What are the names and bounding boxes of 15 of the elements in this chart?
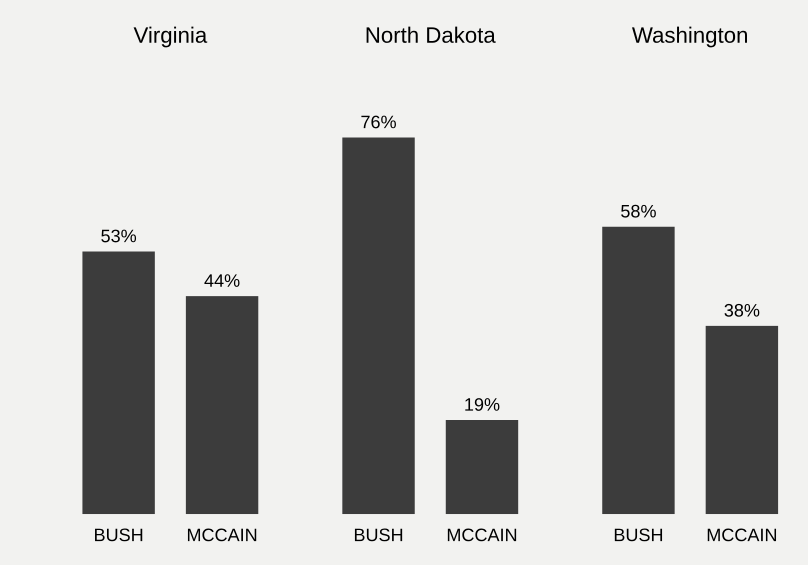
data-label: 76% xyxy=(361,116,396,128)
chart-title: Washington xyxy=(632,26,747,48)
x-tick-label: MCCAIN xyxy=(448,528,516,542)
data-label: 44% xyxy=(204,274,240,287)
data-label: 58% xyxy=(621,204,656,218)
data-label: 38% xyxy=(724,304,760,317)
chart-title: North Dakota xyxy=(366,26,496,43)
x-tick-label: MCCAIN xyxy=(708,528,776,542)
x-tick-label: BUSH xyxy=(354,528,402,542)
x-tick-label: MCCAIN xyxy=(188,528,256,542)
x-tick-label: BUSH xyxy=(614,528,662,542)
x-tick-label: BUSH xyxy=(95,528,142,542)
chart-title: Virginia xyxy=(134,26,208,48)
data-label: 53% xyxy=(101,230,136,242)
data-label: 19% xyxy=(465,398,500,411)
